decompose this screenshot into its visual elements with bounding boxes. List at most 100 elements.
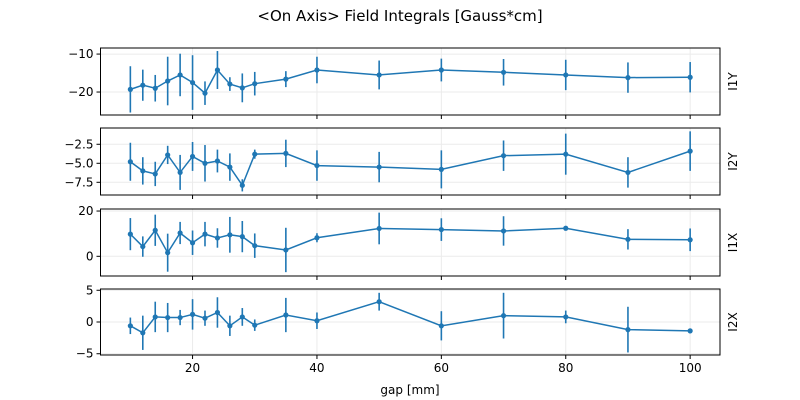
- x-tick-label: 60: [434, 361, 449, 375]
- data-point: [177, 314, 183, 321]
- data-point: [189, 79, 196, 86]
- data-point: [127, 231, 133, 237]
- data-point: [314, 318, 320, 324]
- data-point: [314, 162, 320, 169]
- data-point: [152, 85, 158, 91]
- y-tick-label: 0: [86, 249, 94, 263]
- data-point: [140, 82, 146, 88]
- data-point: [252, 243, 258, 249]
- data-point: [189, 311, 196, 317]
- axes-frame: [100, 208, 721, 277]
- x-tick-label: 40: [309, 361, 324, 375]
- y-axis-label: I2X: [726, 312, 740, 331]
- data-point: [314, 235, 320, 241]
- data-point: [127, 323, 133, 329]
- data-point: [687, 148, 693, 154]
- data-point: [625, 236, 631, 242]
- subplot-I1X: 20 0 I1X: [78, 204, 740, 280]
- data-point: [376, 225, 382, 232]
- data-point: [239, 85, 245, 91]
- data-point: [625, 327, 631, 333]
- data-point: [500, 228, 507, 234]
- data-point: [438, 67, 444, 73]
- data-point: [500, 69, 507, 75]
- data-point: [152, 227, 158, 233]
- data-point: [625, 75, 631, 81]
- data-point: [500, 153, 507, 159]
- data-point: [239, 234, 245, 240]
- data-point: [165, 152, 171, 158]
- subplot-I1Y: −10 −20 I1Y: [68, 47, 740, 119]
- x-tick-label: 100: [679, 361, 702, 375]
- data-point: [500, 313, 507, 319]
- y-tick-label: 0: [86, 315, 94, 329]
- data-point: [165, 250, 171, 256]
- data-point: [214, 309, 221, 316]
- data-point: [227, 164, 233, 170]
- data-point: [214, 158, 221, 164]
- data-point: [202, 160, 208, 166]
- subplot-I2Y: −2.5 −5.0 −7.5 I2Y: [64, 127, 740, 199]
- data-point: [239, 314, 245, 320]
- data-point: [252, 322, 258, 328]
- data-point: [227, 232, 233, 238]
- data-point: [438, 166, 444, 172]
- data-point: [165, 78, 171, 84]
- data-point: [314, 67, 320, 73]
- data-point: [202, 90, 208, 96]
- data-point: [189, 153, 196, 160]
- data-point: [227, 323, 233, 329]
- data-point: [438, 226, 444, 233]
- data-point: [165, 314, 171, 321]
- y-tick-label: 20: [78, 204, 93, 218]
- chart-title: <On Axis> Field Integrals [Gauss*cm]: [257, 7, 542, 25]
- data-point: [283, 312, 289, 318]
- data-point: [283, 76, 289, 82]
- data-point: [227, 81, 233, 87]
- data-point: [687, 74, 693, 80]
- y-tick-label: −2.5: [64, 137, 93, 151]
- data-point: [625, 169, 631, 176]
- y-tick-label: −7.5: [64, 175, 93, 189]
- y-axis-label: I2Y: [726, 152, 740, 171]
- data-point: [563, 151, 569, 157]
- series-line: [129, 227, 691, 255]
- data-point: [177, 72, 183, 78]
- y-tick-label: −5: [76, 347, 94, 361]
- data-point: [214, 235, 221, 241]
- data-point: [563, 314, 569, 320]
- data-point: [202, 315, 208, 321]
- data-point: [177, 169, 183, 176]
- data-point: [152, 171, 158, 177]
- axes-frame: [100, 288, 721, 356]
- data-point: [252, 151, 258, 157]
- data-point: [376, 164, 382, 170]
- y-axis-label: I1X: [726, 233, 740, 252]
- data-point: [239, 182, 245, 188]
- data-point: [252, 81, 258, 87]
- data-point: [283, 150, 289, 157]
- data-point: [152, 314, 158, 320]
- data-point: [214, 67, 221, 73]
- data-point: [127, 159, 133, 165]
- data-point: [140, 243, 146, 250]
- data-point: [140, 168, 146, 174]
- data-point: [283, 247, 289, 253]
- axes-frame: [100, 47, 721, 116]
- y-tick-label: 5: [86, 283, 94, 297]
- data-point: [687, 237, 693, 243]
- subplots: −10 −20 I1Y −2.5 −5.0 −7.5 I2Y 20 0 I1X 20 40 60 80 10…: [64, 47, 740, 375]
- x-axis-label: gap [mm]: [380, 383, 439, 397]
- y-tick-label: −20: [68, 85, 93, 99]
- x-tick-label: 20: [185, 361, 200, 375]
- x-tick-label: 80: [558, 361, 573, 375]
- data-point: [376, 299, 382, 305]
- data-point: [376, 72, 382, 78]
- series-line: [130, 68, 691, 95]
- axes-frame: [100, 127, 721, 196]
- data-point: [189, 240, 196, 246]
- series-line: [129, 150, 691, 187]
- data-point: [202, 231, 208, 237]
- y-tick-label: −10: [68, 47, 93, 61]
